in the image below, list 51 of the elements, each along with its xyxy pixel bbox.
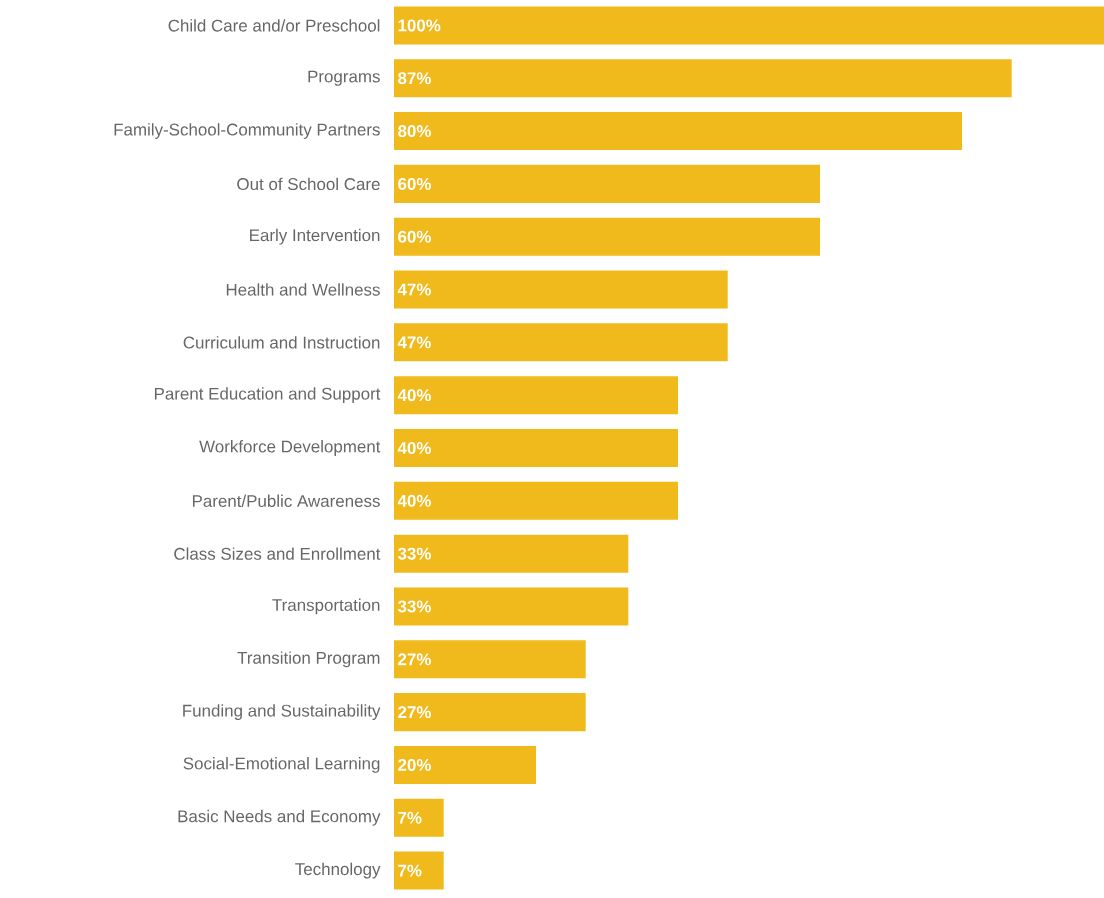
y-tick-label: Early Intervention xyxy=(250,228,380,245)
y-tick-label: Funding and Sustainability xyxy=(183,704,381,721)
bar xyxy=(394,798,444,837)
data-label: 80% xyxy=(398,125,431,138)
bar xyxy=(394,534,629,573)
data-label: 33% xyxy=(397,547,431,560)
y-tick-label: Family-School-Community Partners xyxy=(114,123,380,139)
data-label: 20% xyxy=(398,758,431,771)
bar xyxy=(394,217,820,256)
data-label: 47% xyxy=(397,336,431,349)
data-label: 100% xyxy=(398,19,441,32)
bar xyxy=(394,270,728,309)
y-tick-label: Out of School Care xyxy=(237,177,380,191)
data-label: 40% xyxy=(397,442,431,454)
y-tick-label: Workforce Development xyxy=(199,440,381,456)
bar xyxy=(394,164,820,203)
y-tick-label: Technology xyxy=(295,862,381,879)
y-tick-label: Transition Program xyxy=(237,651,380,668)
data-label: 27% xyxy=(398,653,431,666)
y-tick-label: Basic Needs and Economy xyxy=(178,809,381,826)
y-tick-label: Curriculum and Instruction xyxy=(183,336,380,349)
y-tick-label: Parent Education and Support xyxy=(154,387,381,404)
y-tick-label: Parent/Public Awareness xyxy=(192,494,380,508)
y-tick-label: Transportation xyxy=(272,598,380,615)
data-label: 60% xyxy=(398,177,431,190)
y-tick-label: Health and Wellness xyxy=(226,283,380,296)
data-label: 40% xyxy=(397,494,431,507)
bar xyxy=(394,481,678,520)
data-label: 7% xyxy=(398,811,422,824)
data-label: 60% xyxy=(398,230,431,243)
bar xyxy=(394,587,629,626)
data-label: 87% xyxy=(398,72,431,85)
bar xyxy=(394,112,962,151)
data-label: 40% xyxy=(397,389,431,402)
data-label: 47% xyxy=(397,283,431,296)
y-tick-label: Social-Emotional Learning xyxy=(183,757,380,773)
bar xyxy=(394,851,444,890)
bar xyxy=(394,59,1012,98)
data-label: 7% xyxy=(398,864,422,877)
bar xyxy=(394,323,728,362)
data-label: 27% xyxy=(398,706,431,719)
bar xyxy=(394,376,678,415)
y-tick-label: Programs xyxy=(308,70,380,86)
bar xyxy=(394,745,536,784)
bar xyxy=(394,6,1104,45)
bar xyxy=(394,428,678,468)
bar xyxy=(394,640,586,679)
bar xyxy=(394,693,586,732)
y-tick-label: Child Care and/or Preschool xyxy=(168,19,380,32)
data-label: 33% xyxy=(397,600,431,613)
y-tick-label: Class Sizes and Enrollment xyxy=(174,547,381,560)
